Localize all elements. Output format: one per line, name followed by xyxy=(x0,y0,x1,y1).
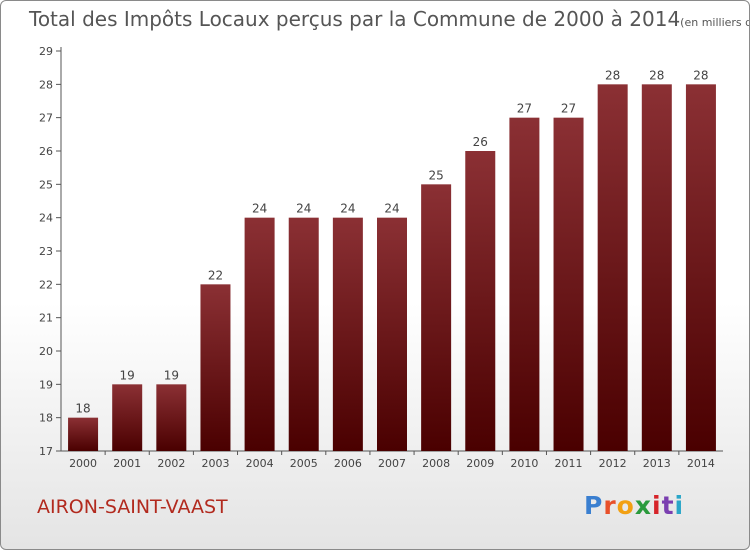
x-tick-label: 2010 xyxy=(510,457,538,470)
y-tick-label: 26 xyxy=(39,145,53,158)
bar-value-label: 26 xyxy=(473,135,488,149)
y-tick-label: 28 xyxy=(39,78,53,91)
bar-value-label: 19 xyxy=(164,368,179,382)
y-tick-label: 22 xyxy=(39,278,53,291)
chart-unit: (en milliers d'€) xyxy=(680,16,749,29)
bar xyxy=(377,217,407,451)
x-tick-label: 2009 xyxy=(466,457,494,470)
x-tick-label: 2006 xyxy=(334,457,362,470)
bar-value-label: 22 xyxy=(208,268,223,282)
y-tick-label: 19 xyxy=(39,378,53,391)
x-tick-label: 2003 xyxy=(201,457,229,470)
bar-value-label: 24 xyxy=(340,202,355,216)
bar-value-label: 24 xyxy=(296,202,311,216)
x-tick-label: 2004 xyxy=(246,457,274,470)
x-tick-label: 2013 xyxy=(643,457,671,470)
bar xyxy=(553,117,584,452)
y-tick-label: 24 xyxy=(39,212,53,225)
bar xyxy=(685,84,716,451)
bar-value-label: 24 xyxy=(252,202,267,216)
chart-labels: 18 2000 19 2001 19 2002 22 2003 24 2004 24 2005 24 20… xyxy=(69,68,715,470)
proxiti-logo: Proxiti xyxy=(584,491,685,520)
chart-title-text: Total des Impôts Locaux perçus par la Co… xyxy=(29,7,681,31)
chart-title: Total des Impôts Locaux perçus par la Co… xyxy=(29,7,749,31)
x-tick-label: 2007 xyxy=(378,457,406,470)
bar-value-label: 25 xyxy=(428,168,443,182)
x-tick-label: 2012 xyxy=(599,457,627,470)
y-tick-label: 23 xyxy=(39,245,53,258)
bar-value-label: 18 xyxy=(75,402,90,416)
bar xyxy=(641,84,672,451)
y-tick-label: 27 xyxy=(39,112,53,125)
x-tick-label: 2002 xyxy=(157,457,185,470)
x-tick-label: 2005 xyxy=(290,457,318,470)
y-tick-label: 29 xyxy=(39,45,53,58)
bar xyxy=(68,417,99,451)
bar-value-label: 27 xyxy=(517,102,532,116)
bar-value-label: 27 xyxy=(561,102,576,116)
x-tick-label: 2008 xyxy=(422,457,450,470)
chart-bars xyxy=(68,84,716,452)
commune-name: AIRON-SAINT-VAAST xyxy=(37,496,228,518)
bar-value-label: 19 xyxy=(120,368,135,382)
chart-axes: 17 18 19 20 21 22 23 24 25 26 27 28 29 xyxy=(39,45,723,458)
bar-value-label: 28 xyxy=(693,68,708,82)
bar xyxy=(112,384,143,451)
y-tick-label: 25 xyxy=(39,178,53,191)
y-tick-label: 21 xyxy=(39,312,53,325)
bar xyxy=(332,217,363,451)
bar-value-label: 24 xyxy=(384,202,399,216)
bar xyxy=(421,184,452,452)
x-tick-label: 2000 xyxy=(69,457,97,470)
x-tick-label: 2011 xyxy=(555,457,583,470)
bar xyxy=(288,217,319,451)
bar xyxy=(200,284,231,451)
bar xyxy=(509,117,540,452)
bar xyxy=(597,84,628,451)
bar xyxy=(465,151,496,451)
y-tick-label: 18 xyxy=(39,412,53,425)
y-tick-label: 17 xyxy=(39,445,53,458)
bar xyxy=(244,217,275,451)
bar-value-label: 28 xyxy=(649,68,664,82)
bar xyxy=(156,384,187,451)
bar-value-label: 28 xyxy=(605,68,620,82)
y-tick-label: 20 xyxy=(39,345,53,358)
x-tick-label: 2001 xyxy=(113,457,141,470)
x-tick-label: 2014 xyxy=(687,457,715,470)
